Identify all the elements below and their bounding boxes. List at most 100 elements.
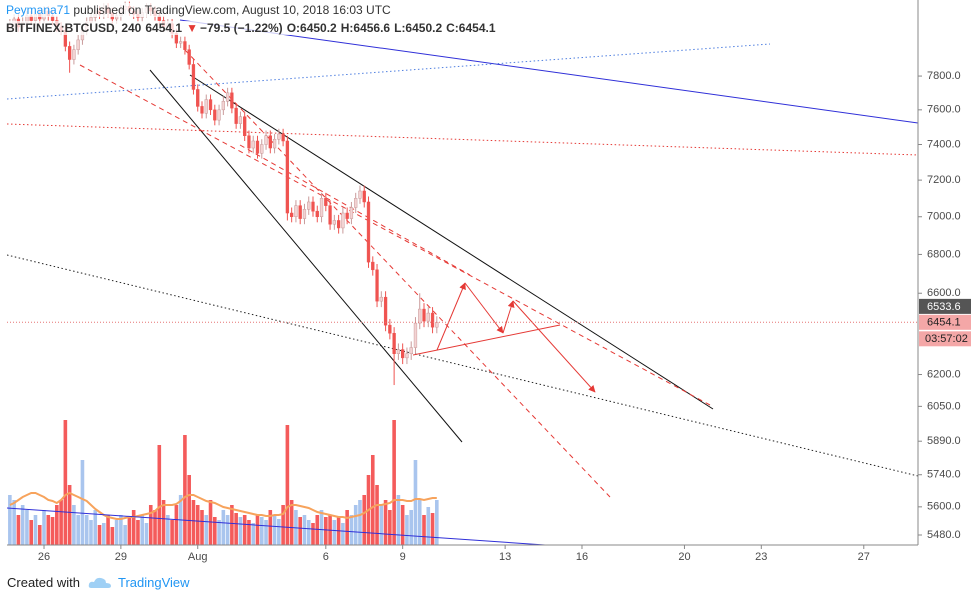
x-tick-label: 27 [858, 551, 870, 563]
y-tick-label: 7200.0 [927, 174, 961, 186]
projection-arrow [512, 300, 596, 393]
last-price: 6454.1 [145, 21, 183, 35]
candle-body [268, 135, 272, 149]
volume-bar [247, 520, 251, 545]
countdown-box [919, 331, 971, 347]
volume-bar [319, 510, 324, 545]
volume-bar [426, 507, 431, 545]
candle-body [345, 212, 349, 219]
y-tick-label: 6200.0 [927, 368, 961, 380]
candle-body [277, 133, 281, 140]
candle-body [187, 49, 191, 65]
volume-bar [405, 515, 409, 545]
volume-bar [144, 523, 149, 545]
volume-bar [234, 513, 238, 545]
footer: Created with TradingView [7, 575, 190, 590]
volume-bar [221, 510, 226, 545]
candle-body [349, 207, 354, 219]
volume-bar [435, 500, 439, 545]
candle-body [67, 46, 72, 60]
volume-bar [123, 525, 127, 545]
trend-line [7, 254, 918, 477]
dashed-line [184, 49, 611, 498]
volume-bar [29, 520, 34, 545]
candle-body [200, 106, 204, 114]
candle-body [315, 210, 319, 217]
price-tag-label: 6533.6 [927, 301, 961, 313]
volume-bar [277, 519, 281, 545]
y-tick-label: 7000.0 [927, 211, 961, 223]
volume-bar [268, 510, 273, 545]
volume-bar [315, 515, 320, 545]
volume-bar [409, 510, 414, 545]
volume-bar [153, 510, 157, 545]
volume-bar [230, 505, 234, 545]
volume-bar [396, 495, 401, 545]
candle-body [260, 144, 264, 154]
volume-bar [225, 515, 230, 545]
change-arrow: ▼ [186, 21, 198, 35]
volume-bar [200, 510, 204, 545]
volume-bar [272, 515, 277, 545]
candle-body [243, 116, 247, 136]
volume-bar [306, 520, 311, 545]
candle-body [362, 190, 366, 203]
volume-bar [400, 505, 405, 545]
candle-body [383, 296, 388, 326]
candle-body [379, 296, 383, 302]
symbol: BITFINEX:BTCUSD, 240 [6, 21, 142, 35]
price-tag-box [919, 298, 971, 314]
volume-bar [375, 485, 379, 545]
volume-bar [131, 510, 136, 545]
candle-body [204, 99, 208, 114]
open: O:6450.2 [286, 21, 337, 35]
candle-body [178, 41, 183, 44]
volume-bar [140, 515, 145, 545]
volume-bar [341, 523, 345, 545]
brand[interactable]: TradingView [117, 575, 190, 590]
volume-bar [84, 515, 89, 545]
candle-body [217, 109, 221, 121]
candle-body [332, 220, 336, 225]
y-tick-label: 5600.0 [927, 501, 961, 513]
y-tick-label: 6600.0 [927, 287, 961, 299]
candle-body [328, 205, 332, 225]
candle-body [302, 209, 307, 219]
volume-bar [238, 517, 243, 545]
author[interactable]: Peymana71 [6, 3, 71, 17]
volume-bar [72, 505, 76, 545]
candle-body [371, 261, 375, 271]
candle-body [191, 64, 196, 90]
volume-bar [264, 520, 268, 545]
candle-body [401, 349, 405, 359]
x-tick-label: 9 [400, 551, 406, 563]
volume-bar [195, 505, 200, 545]
volume-bar [93, 510, 98, 545]
trend-line [7, 507, 546, 545]
volume-bar [114, 520, 119, 545]
candle-body [311, 201, 315, 212]
candle-body [76, 39, 80, 50]
candle-body [435, 322, 439, 328]
change: −79.5 (−1.22%) [199, 21, 283, 35]
published: published on TradingView.com, August 10,… [73, 3, 391, 17]
x-tick-label: Aug [188, 551, 208, 563]
candle-body [251, 140, 255, 149]
volume-bar [217, 520, 221, 545]
volume-bar [255, 515, 260, 545]
countdown-label: 03:57:02 [925, 333, 968, 345]
volume-bar [191, 500, 196, 545]
x-tick-label: 20 [678, 551, 690, 563]
volume-bar [289, 500, 294, 545]
trend-line [7, 43, 771, 100]
volume-bar [76, 515, 80, 545]
axes: 7800.0 7600.0 7400.0 7200.0 7000.0 6800.0 6600… [38, 70, 971, 563]
volume-bar [204, 515, 209, 545]
candle-body [255, 140, 260, 154]
candle-body [354, 198, 358, 208]
candle-body [409, 347, 413, 354]
candle-body [405, 353, 409, 359]
y-tick-label: 6800.0 [927, 248, 961, 260]
volume-bar [97, 525, 102, 545]
